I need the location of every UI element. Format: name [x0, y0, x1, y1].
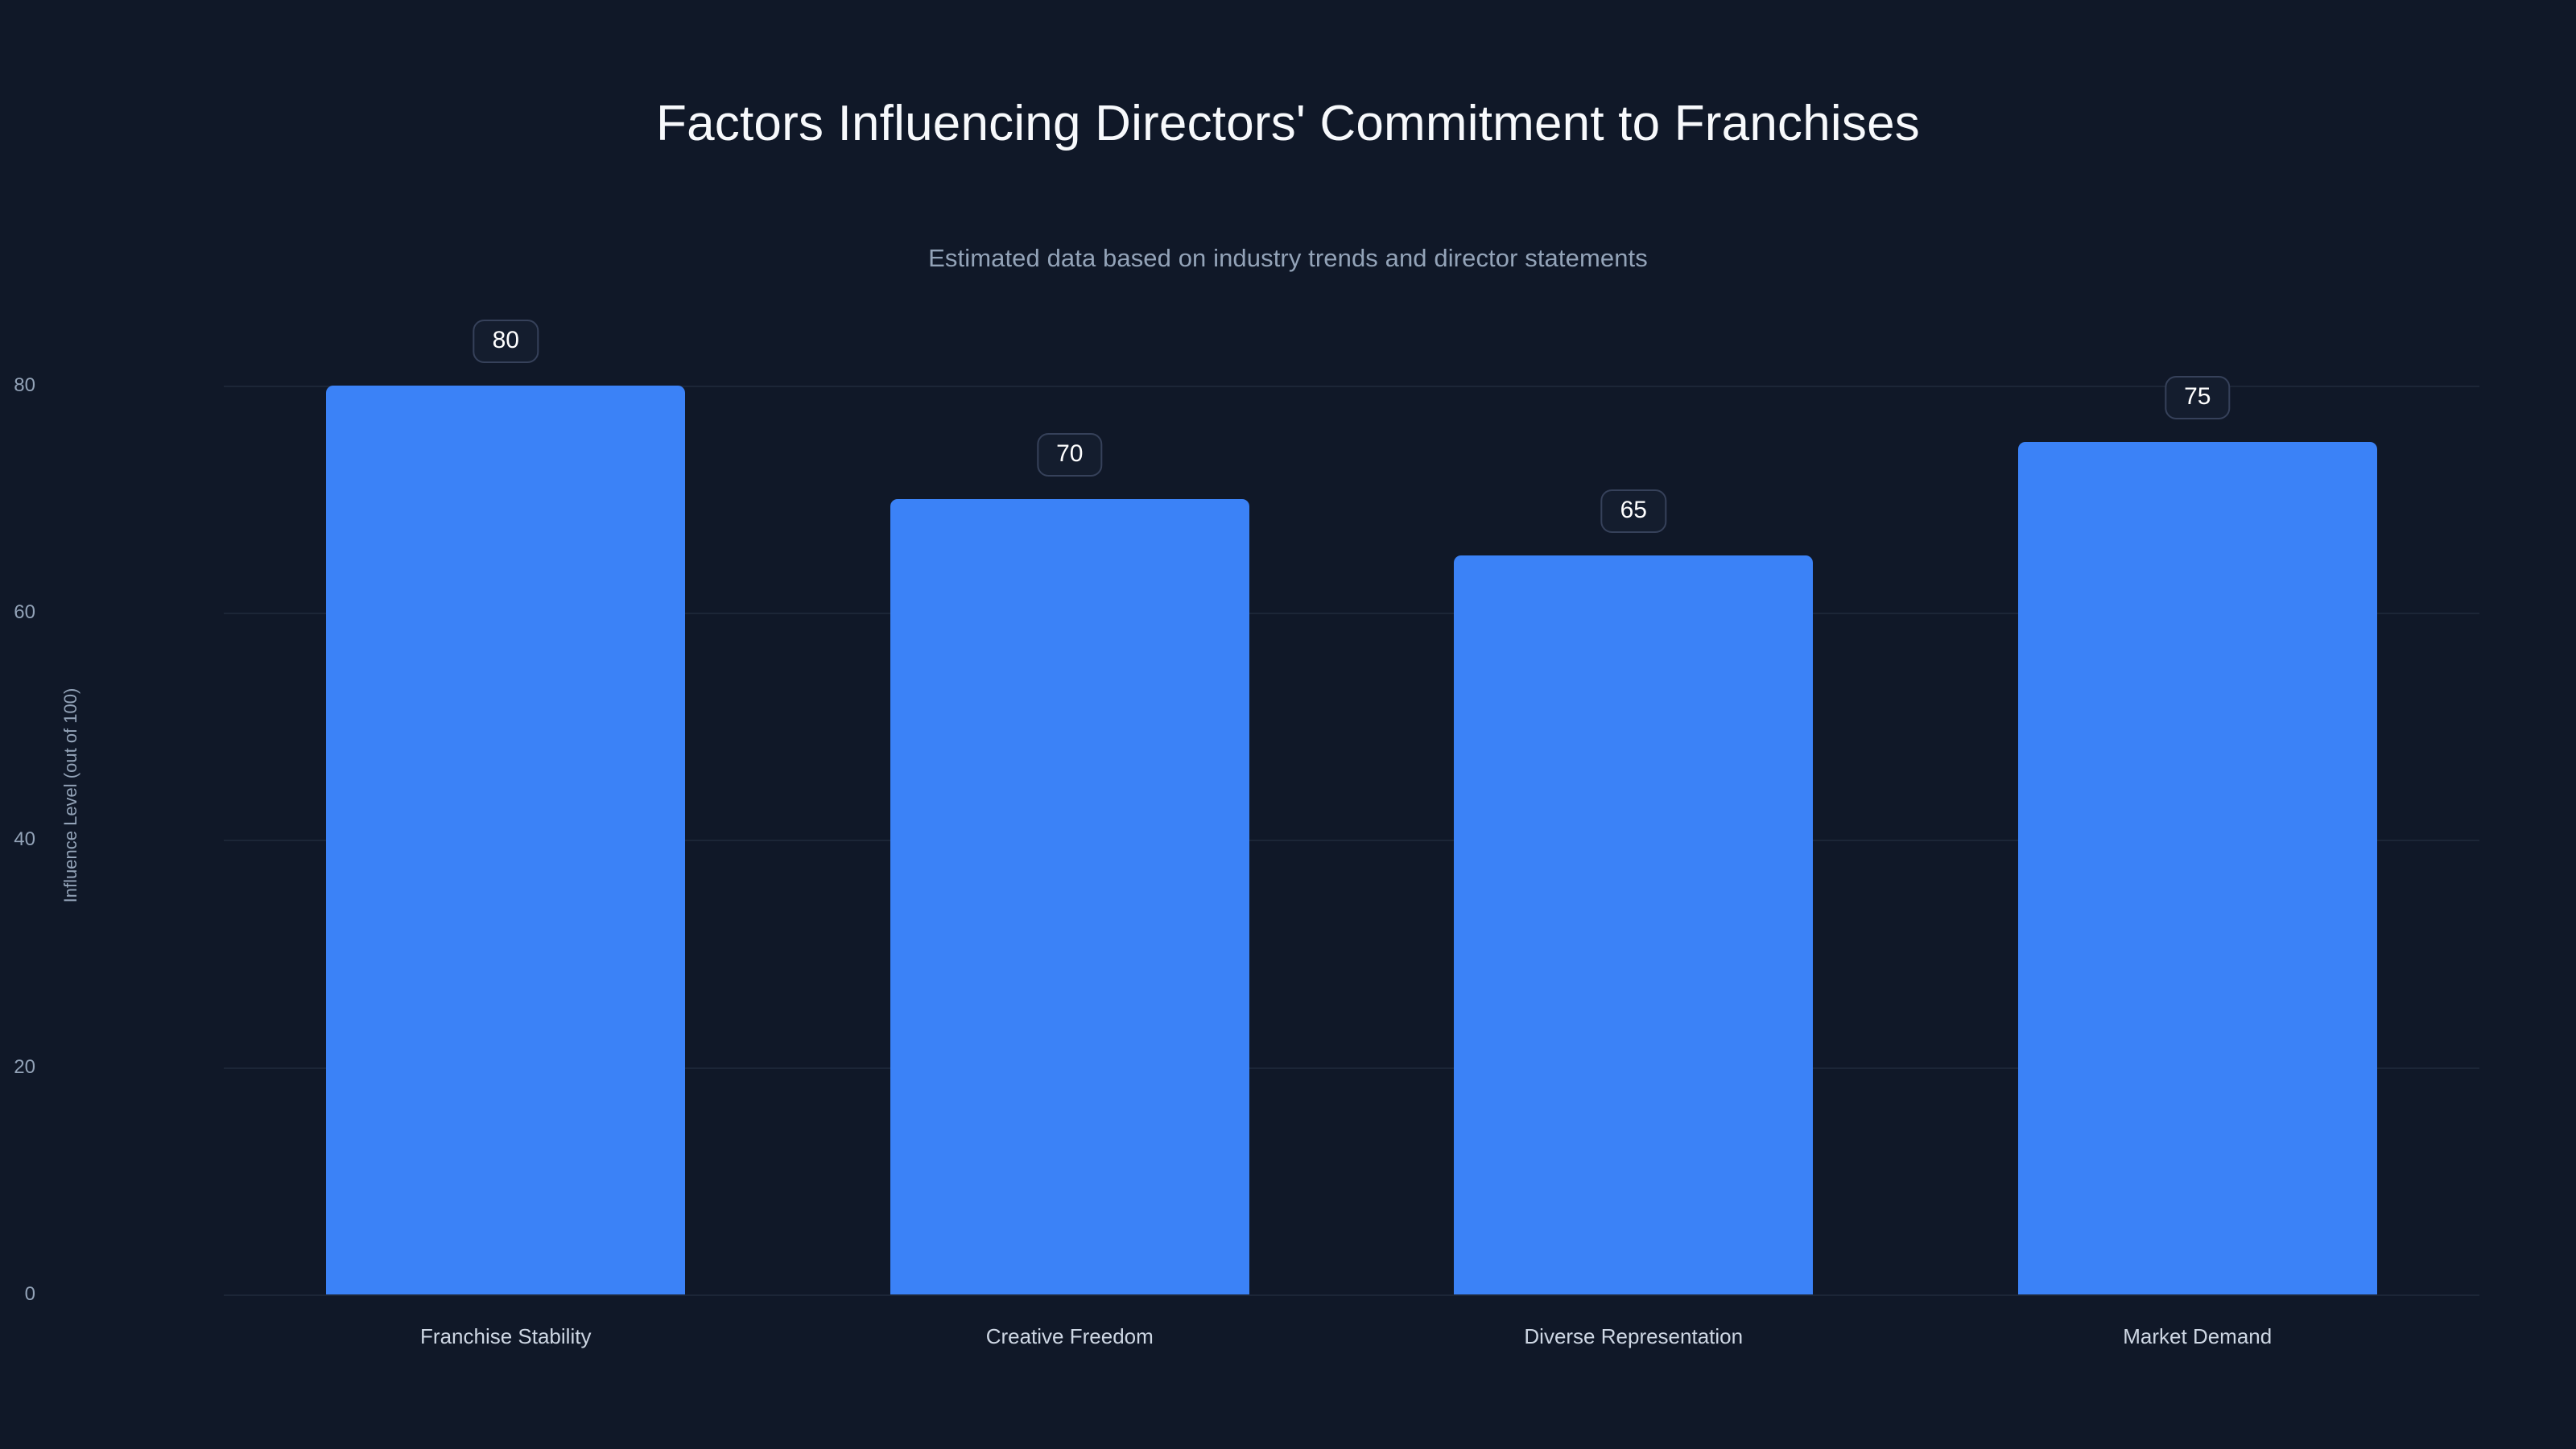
- gridline: [224, 612, 2479, 614]
- bars-layer: 80 70 65 75: [224, 319, 2479, 1294]
- bar-group[interactable]: 70: [890, 328, 1249, 1294]
- x-tick-label: Franchise Stability: [420, 1324, 592, 1348]
- chart-subtitle: Estimated data based on industry trends …: [928, 244, 1648, 272]
- y-tick-label: 80: [14, 374, 35, 396]
- bar-group[interactable]: 80: [326, 319, 686, 1294]
- x-tick-label: Creative Freedom: [985, 1324, 1154, 1348]
- y-tick-label: 60: [14, 601, 35, 623]
- bar-value-badge: 65: [1600, 489, 1666, 534]
- bar-value-badge: 70: [1037, 432, 1103, 477]
- bar-value-badge: 80: [473, 319, 539, 363]
- x-tick-label: Market Demand: [2123, 1324, 2273, 1348]
- plot-area: 0 20 40 60 80 80 70 65 75: [14, 319, 2479, 1305]
- bar[interactable]: [2017, 442, 2377, 1294]
- bar[interactable]: [1454, 555, 1814, 1294]
- y-tick-label: 20: [14, 1055, 35, 1078]
- gridline: [224, 385, 2479, 387]
- bar-value-badge: 75: [2165, 376, 2231, 420]
- bar[interactable]: [890, 498, 1249, 1294]
- y-tick-label: 40: [14, 828, 35, 851]
- y-axis-title: Influence Level (out of 100): [60, 687, 80, 903]
- gridline: [224, 1067, 2479, 1069]
- gridline: [224, 1294, 2479, 1296]
- bar[interactable]: [326, 385, 686, 1294]
- bar-group[interactable]: 75: [2017, 328, 2377, 1294]
- bar-group[interactable]: 65: [1454, 328, 1814, 1294]
- x-tick-label: Diverse Representation: [1524, 1324, 1744, 1348]
- gridline: [224, 840, 2479, 842]
- chart-title: Factors Influencing Directors' Commitmen…: [656, 96, 1920, 151]
- y-tick-label: 0: [24, 1283, 35, 1305]
